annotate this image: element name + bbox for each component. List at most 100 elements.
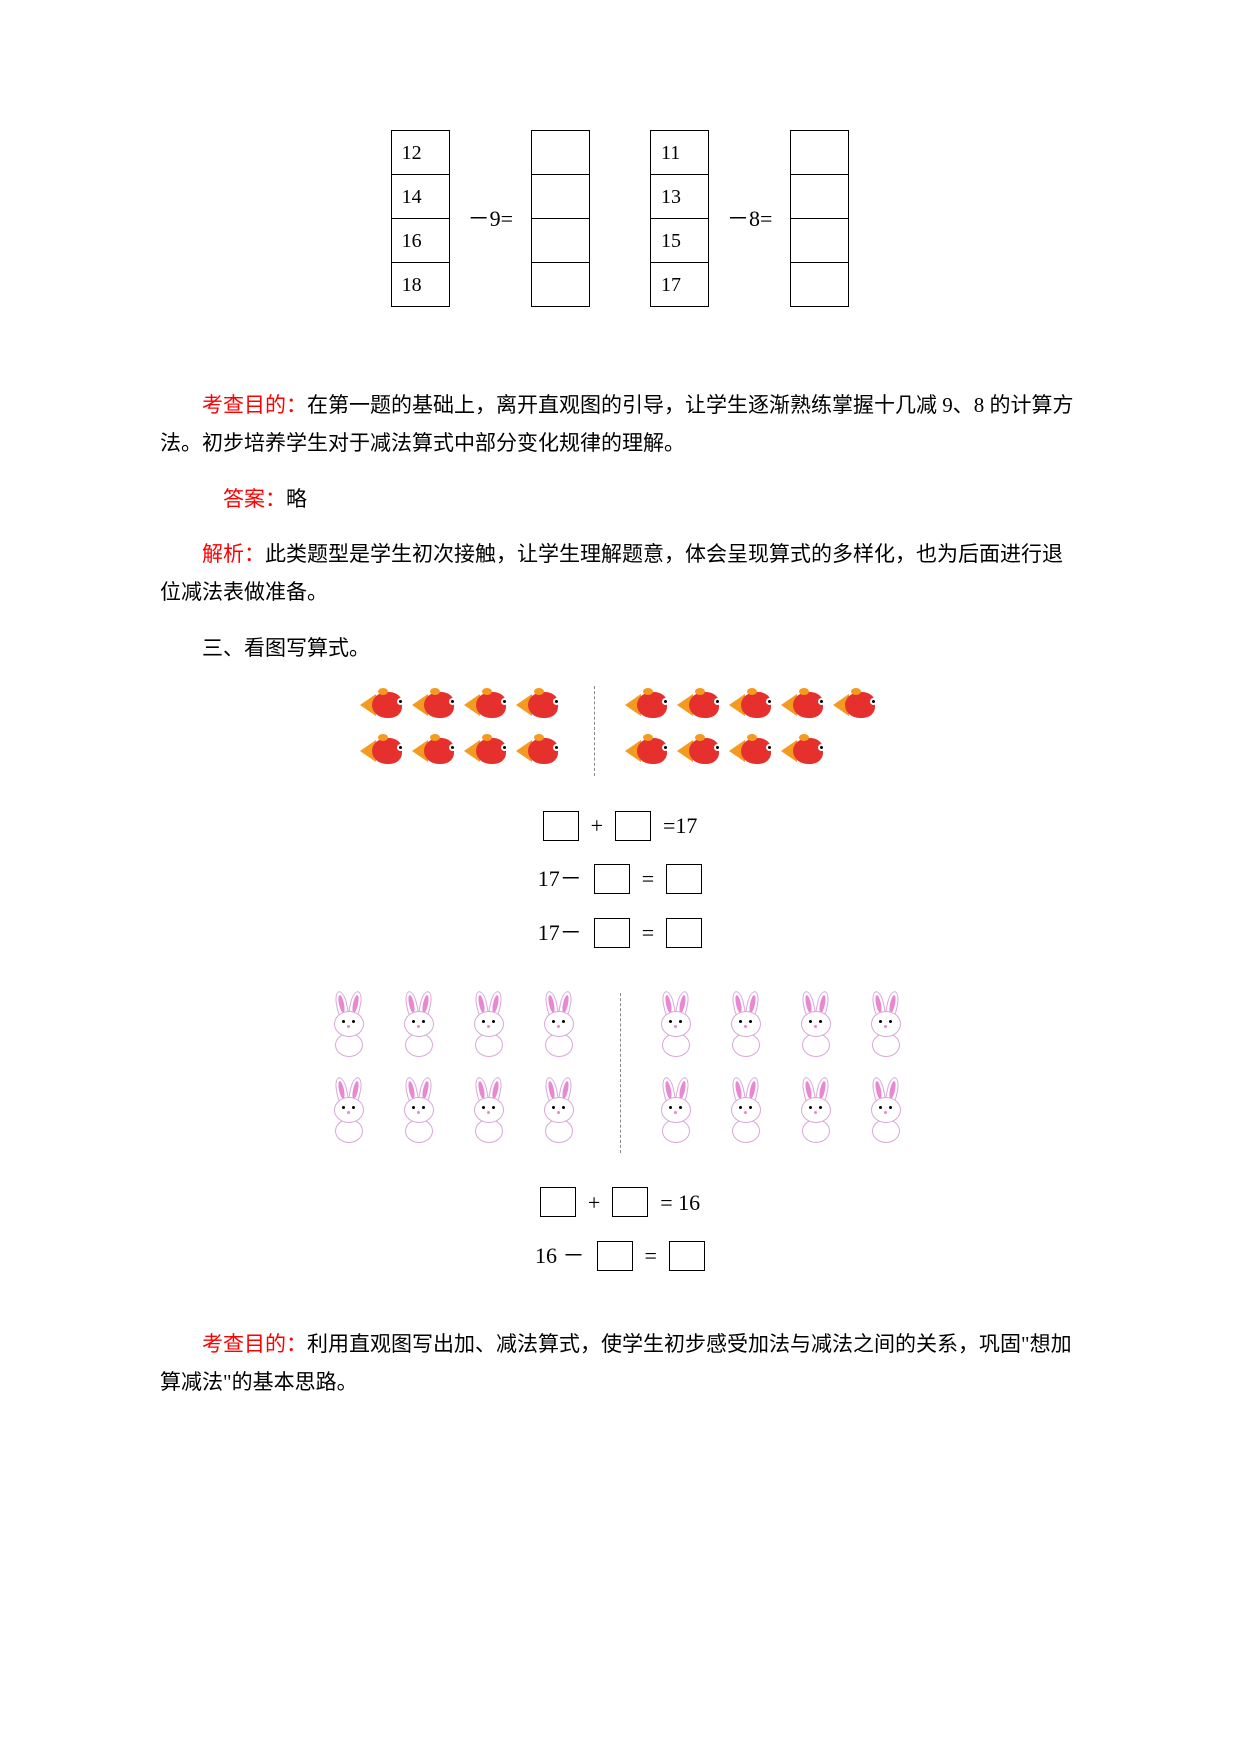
- cell: 14: [391, 175, 449, 219]
- analysis-text: 此类题型是学生初次接触，让学生理解题意，体会呈现算式的多样化，也为后面进行退位减…: [160, 542, 1063, 604]
- blank-cell[interactable]: [532, 175, 590, 219]
- divider: [620, 993, 621, 1153]
- bunny-icon: [534, 993, 590, 1059]
- blank-cell[interactable]: [532, 219, 590, 263]
- blank-box[interactable]: [612, 1187, 648, 1217]
- bunny-icon: [791, 993, 847, 1059]
- eq-line-1: + = 16: [540, 1183, 700, 1223]
- bunny-icon: [394, 993, 450, 1059]
- bunny-icon: [721, 993, 777, 1059]
- table-group-right: 11 13 15 17 －8=: [650, 130, 849, 307]
- fish-icon: [360, 686, 408, 724]
- fish-icon: [516, 732, 564, 770]
- eq-line-3: 17－ =: [538, 913, 702, 953]
- blank-box[interactable]: [594, 918, 630, 948]
- bunny-icon: [324, 993, 380, 1059]
- op-label-left: －9=: [468, 199, 513, 239]
- eq-prefix: 16 －: [535, 1236, 585, 1276]
- cell: 11: [651, 131, 709, 175]
- fish-icon: [412, 732, 460, 770]
- blank-box[interactable]: [540, 1187, 576, 1217]
- bunny-group-right: [651, 993, 917, 1153]
- bunny-icon: [651, 993, 707, 1059]
- fish-icon: [464, 732, 512, 770]
- tables-row: 12 14 16 18 －9= 11 13 15 17 －8=: [160, 130, 1080, 307]
- bunny-rows: [324, 993, 917, 1153]
- bunny-line: [651, 993, 917, 1059]
- answer-label: 答案：: [223, 487, 286, 511]
- bunny-line: [324, 1079, 590, 1145]
- blank-box[interactable]: [669, 1241, 705, 1271]
- fish-icon: [833, 686, 881, 724]
- blank-box[interactable]: [597, 1241, 633, 1271]
- equals-sign: =: [645, 1236, 657, 1276]
- cell: 13: [651, 175, 709, 219]
- fish-icon: [412, 686, 460, 724]
- fish-icon: [625, 732, 673, 770]
- fish-icon: [464, 686, 512, 724]
- blank-cell[interactable]: [791, 263, 849, 307]
- bunny-equations: + = 16 16 － =: [535, 1183, 705, 1276]
- table-group-left: 12 14 16 18 －9=: [391, 130, 590, 307]
- objective-para-2: 考查目的：利用直观图写出加、减法算式，使学生初步感受加法与减法之间的关系，巩固"…: [160, 1326, 1080, 1402]
- op-label-right: －8=: [727, 199, 772, 239]
- fish-group-right: [625, 686, 881, 776]
- eq-suffix: = 16: [660, 1183, 700, 1223]
- cell: 18: [391, 263, 449, 307]
- bunny-line: [324, 993, 590, 1059]
- objective-para-1: 考查目的：在第一题的基础上，离开直观图的引导，让学生逐渐熟练掌握十几减 9、8 …: [160, 387, 1080, 463]
- fish-icon: [729, 732, 777, 770]
- fish-icon: [677, 732, 725, 770]
- plus-sign: +: [591, 806, 603, 846]
- blank-box[interactable]: [594, 864, 630, 894]
- eq-suffix: =17: [663, 806, 697, 846]
- eq-line-2: 16 － =: [535, 1236, 705, 1276]
- fish-group-left: [360, 686, 564, 776]
- blank-box[interactable]: [666, 918, 702, 948]
- bunny-icon: [534, 1079, 590, 1145]
- blank-cell[interactable]: [791, 131, 849, 175]
- eq-prefix: 17－: [538, 859, 582, 899]
- fish-icon: [516, 686, 564, 724]
- fish-icon: [781, 686, 829, 724]
- bunny-icon: [464, 1079, 520, 1145]
- blank-box[interactable]: [543, 811, 579, 841]
- bunny-group-left: [324, 993, 590, 1153]
- blank-box[interactable]: [666, 864, 702, 894]
- cell: 15: [651, 219, 709, 263]
- bunny-line: [651, 1079, 917, 1145]
- analysis-para: 解析：此类题型是学生初次接触，让学生理解题意，体会呈现算式的多样化，也为后面进行…: [160, 536, 1080, 612]
- cell: 17: [651, 263, 709, 307]
- bunny-icon: [394, 1079, 450, 1145]
- eq-prefix: 17－: [538, 913, 582, 953]
- fish-line: [625, 686, 881, 724]
- blank-box[interactable]: [615, 811, 651, 841]
- fish-equations: + =17 17－ = 17－ =: [538, 806, 702, 953]
- fish-line: [360, 732, 564, 770]
- bunny-icon: [464, 993, 520, 1059]
- answer-text: 略: [286, 487, 307, 511]
- eq-line-1: + =17: [543, 806, 698, 846]
- blank-cell[interactable]: [791, 219, 849, 263]
- fish-line: [625, 732, 881, 770]
- divider: [594, 686, 595, 776]
- right-result-table: [790, 130, 849, 307]
- blank-cell[interactable]: [532, 263, 590, 307]
- equals-sign: =: [642, 913, 654, 953]
- bunny-icon: [324, 1079, 380, 1145]
- fish-icon: [677, 686, 725, 724]
- left-result-table: [531, 130, 590, 307]
- fish-section: + =17 17－ = 17－ =: [160, 686, 1080, 953]
- fish-icon: [729, 686, 777, 724]
- blank-cell[interactable]: [791, 175, 849, 219]
- blank-cell[interactable]: [532, 131, 590, 175]
- left-input-table: 12 14 16 18: [391, 130, 450, 307]
- q3-title: 三、看图写算式。: [160, 630, 1080, 668]
- bunny-icon: [791, 1079, 847, 1145]
- bunny-icon: [721, 1079, 777, 1145]
- fish-icon: [360, 732, 408, 770]
- bunny-icon: [861, 993, 917, 1059]
- objective-label: 考查目的：: [202, 393, 307, 417]
- equals-sign: =: [642, 859, 654, 899]
- fish-line: [360, 686, 564, 724]
